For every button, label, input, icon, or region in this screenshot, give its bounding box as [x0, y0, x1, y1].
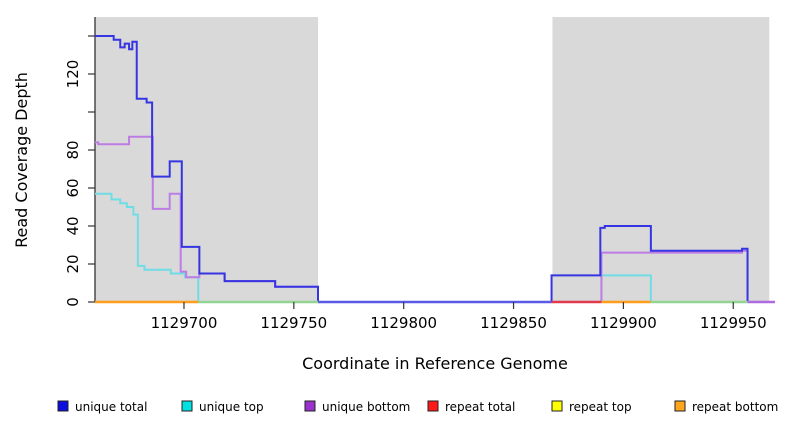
legend-swatch	[674, 400, 686, 412]
series-unique-bottom	[95, 135, 775, 303]
legend-label: repeat top	[569, 400, 632, 414]
series-unique-total	[95, 35, 775, 303]
legend-swatch	[57, 400, 69, 412]
legend-label: unique bottom	[322, 400, 410, 414]
legend-item-unique-top: unique top	[181, 400, 264, 414]
legend-swatch	[181, 400, 193, 412]
legend-label: repeat bottom	[692, 400, 778, 414]
shaded-region	[552, 17, 770, 302]
shaded-regions-layer	[95, 17, 770, 302]
shaded-region	[95, 17, 319, 302]
tick-labels-layer: 1129700 1129750 1129800 1129850 1129900 11299…	[64, 35, 767, 332]
y-tick-label: 40	[64, 216, 82, 235]
y-tick-label: 20	[64, 254, 82, 273]
legend-item-unique-bottom: unique bottom	[304, 400, 410, 414]
legend-label: unique total	[75, 400, 147, 414]
x-tick-label: 1129850	[480, 314, 547, 332]
x-axis-title: Coordinate in Reference Genome	[302, 354, 568, 373]
legend-item-repeat-bottom: repeat bottom	[674, 400, 778, 414]
x-tick-label: 1129700	[151, 314, 218, 332]
legend-swatch	[427, 400, 439, 412]
x-tick-label: 1129950	[700, 314, 767, 332]
legend-label: unique top	[199, 400, 264, 414]
legend-layer: unique total unique top unique bottom repea…	[57, 400, 778, 414]
y-tick-label: 80	[64, 140, 82, 159]
y-tick-label: 120	[64, 60, 82, 89]
legend-item-repeat-top: repeat top	[551, 400, 632, 414]
y-tick-label: 60	[64, 178, 82, 197]
legend-label: repeat total	[445, 400, 515, 414]
y-axis-title: Read Coverage Depth	[12, 72, 31, 248]
legend-item-unique-total: unique total	[57, 400, 147, 414]
legend-swatch	[304, 400, 316, 412]
legend-item-repeat-total: repeat total	[427, 400, 515, 414]
x-tick-label: 1129800	[370, 314, 437, 332]
x-tick-label: 1129900	[590, 314, 657, 332]
x-tick-label: 1129750	[260, 314, 327, 332]
y-tick-label: 0	[64, 297, 82, 307]
legend-swatch	[551, 400, 563, 412]
